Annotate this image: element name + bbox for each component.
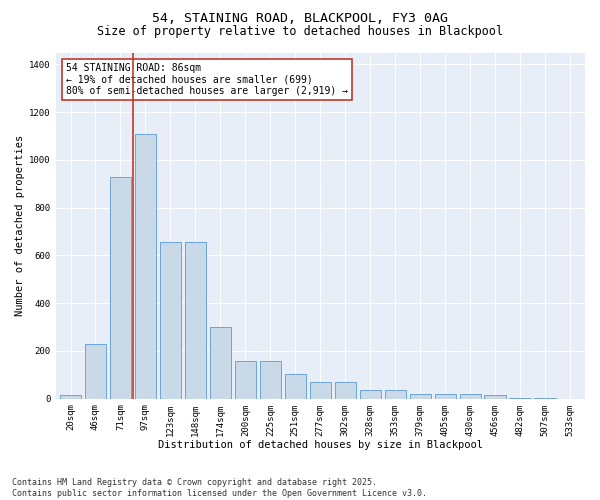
Bar <box>359 390 381 398</box>
Bar <box>260 360 281 399</box>
Bar <box>85 344 106 399</box>
Bar <box>235 360 256 399</box>
Bar <box>460 394 481 398</box>
Bar <box>410 394 431 398</box>
Bar <box>185 242 206 398</box>
Bar <box>310 382 331 398</box>
Text: 54 STAINING ROAD: 86sqm
← 19% of detached houses are smaller (699)
80% of semi-d: 54 STAINING ROAD: 86sqm ← 19% of detache… <box>66 63 348 96</box>
Bar <box>484 395 506 398</box>
Text: 54, STAINING ROAD, BLACKPOOL, FY3 0AG: 54, STAINING ROAD, BLACKPOOL, FY3 0AG <box>152 12 448 26</box>
Text: Size of property relative to detached houses in Blackpool: Size of property relative to detached ho… <box>97 25 503 38</box>
Bar <box>110 176 131 398</box>
Y-axis label: Number of detached properties: Number of detached properties <box>15 135 25 316</box>
Bar <box>434 394 456 398</box>
Bar <box>335 382 356 398</box>
Bar <box>210 327 231 398</box>
Bar <box>385 390 406 398</box>
Bar <box>60 395 81 398</box>
Bar <box>135 134 156 398</box>
X-axis label: Distribution of detached houses by size in Blackpool: Distribution of detached houses by size … <box>158 440 483 450</box>
Text: Contains HM Land Registry data © Crown copyright and database right 2025.
Contai: Contains HM Land Registry data © Crown c… <box>12 478 427 498</box>
Bar <box>284 374 306 398</box>
Bar <box>160 242 181 398</box>
